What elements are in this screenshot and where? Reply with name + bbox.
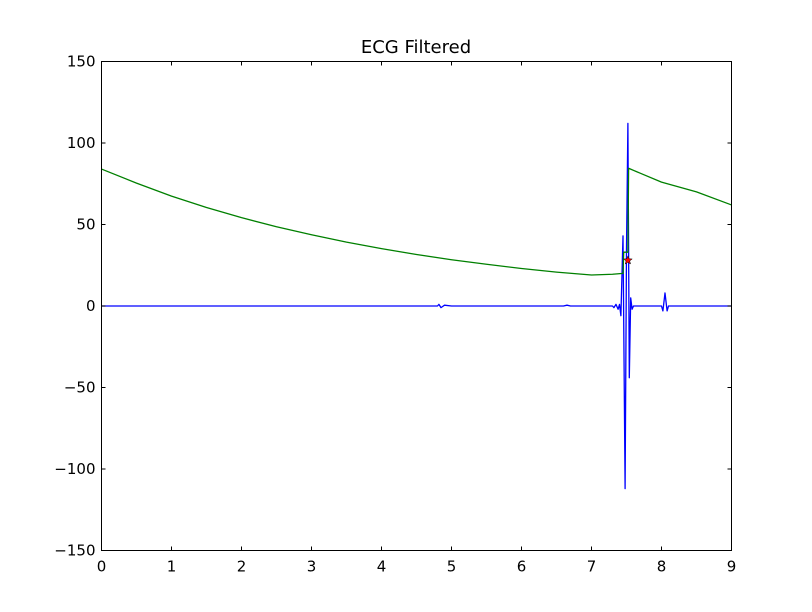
x-tick-label: 4 <box>377 558 387 576</box>
x-tick-label: 8 <box>657 558 667 576</box>
y-tick-label: −50 <box>64 379 96 397</box>
x-tick-label: 3 <box>307 558 317 576</box>
series-line-2 <box>101 167 732 276</box>
x-tick-label: 5 <box>447 558 457 576</box>
y-tick-label: 0 <box>86 297 96 315</box>
y-axis: −150 −100 −50 0 50 100 150 <box>54 53 732 560</box>
x-tick-label: 0 <box>97 558 107 576</box>
x-tick-label: 6 <box>517 558 527 576</box>
star-marker-1 <box>622 255 633 265</box>
series-layer <box>101 122 732 490</box>
x-tick-label: 2 <box>237 558 247 576</box>
x-tick-label: 7 <box>587 558 597 576</box>
y-tick-label: −150 <box>54 542 95 560</box>
x-tick-label: 1 <box>167 558 177 576</box>
series-line-1 <box>101 122 732 490</box>
y-tick-label: 50 <box>76 216 95 234</box>
x-axis: 0 1 2 3 4 5 6 7 8 9 <box>97 61 737 576</box>
x-tick-label: 9 <box>727 558 737 576</box>
y-tick-label: 100 <box>67 134 96 152</box>
y-tick-label: −100 <box>54 460 95 478</box>
chart-title: ECG Filtered <box>361 37 471 58</box>
marker-layer <box>622 255 633 265</box>
y-tick-label: 150 <box>67 53 96 71</box>
